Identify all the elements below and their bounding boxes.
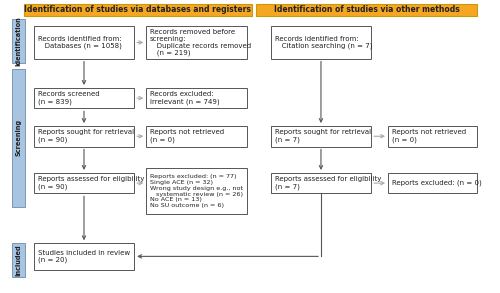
FancyBboxPatch shape [270,26,371,59]
FancyBboxPatch shape [12,19,24,63]
Text: Reports sought for retrieval
(n = 90): Reports sought for retrieval (n = 90) [38,130,134,143]
FancyBboxPatch shape [270,126,371,146]
Text: Records removed before
screening:
   Duplicate records removed
   (n = 219): Records removed before screening: Duplic… [150,29,251,56]
FancyBboxPatch shape [256,4,476,16]
FancyBboxPatch shape [146,88,247,108]
FancyBboxPatch shape [12,69,24,207]
Text: Reports assessed for eligibility
(n = 7): Reports assessed for eligibility (n = 7) [274,176,381,190]
Text: Reports not retrieved
(n = 0): Reports not retrieved (n = 0) [150,130,224,143]
FancyBboxPatch shape [270,173,371,193]
FancyBboxPatch shape [34,243,134,270]
FancyBboxPatch shape [146,126,247,146]
Text: Records excluded:
Irrelevant (n = 749): Records excluded: Irrelevant (n = 749) [150,91,220,105]
FancyBboxPatch shape [12,243,24,277]
Text: Reports excluded: (n = 77)
Single ACE (n = 32)
Wrong study design e.g., not
   s: Reports excluded: (n = 77) Single ACE (n… [150,174,243,208]
Text: Identification of studies via other methods: Identification of studies via other meth… [274,6,460,14]
FancyBboxPatch shape [388,126,476,146]
FancyBboxPatch shape [146,26,247,59]
Text: Identification of studies via databases and registers: Identification of studies via databases … [24,6,252,14]
Text: Reports excluded: (n = 0): Reports excluded: (n = 0) [392,180,482,186]
Text: Records identified from:
   Citation searching (n = 7): Records identified from: Citation search… [274,36,372,49]
FancyBboxPatch shape [24,4,252,16]
Text: Screening: Screening [16,119,22,156]
Text: Studies included in review
(n = 20): Studies included in review (n = 20) [38,250,130,263]
Text: Included: Included [16,244,22,276]
Text: Records identified from:
   Databases (n = 1058): Records identified from: Databases (n = … [38,36,121,49]
Text: Reports assessed for eligibility
(n = 90): Reports assessed for eligibility (n = 90… [38,176,144,190]
Text: Identification: Identification [16,16,22,66]
FancyBboxPatch shape [34,26,134,59]
FancyBboxPatch shape [34,126,134,146]
FancyBboxPatch shape [34,88,134,108]
Text: Records screened
(n = 839): Records screened (n = 839) [38,91,99,105]
FancyBboxPatch shape [146,168,247,214]
Text: Reports not retrieved
(n = 0): Reports not retrieved (n = 0) [392,130,466,143]
Text: Reports sought for retrieval
(n = 7): Reports sought for retrieval (n = 7) [274,130,370,143]
FancyBboxPatch shape [34,173,134,193]
FancyBboxPatch shape [388,173,476,193]
